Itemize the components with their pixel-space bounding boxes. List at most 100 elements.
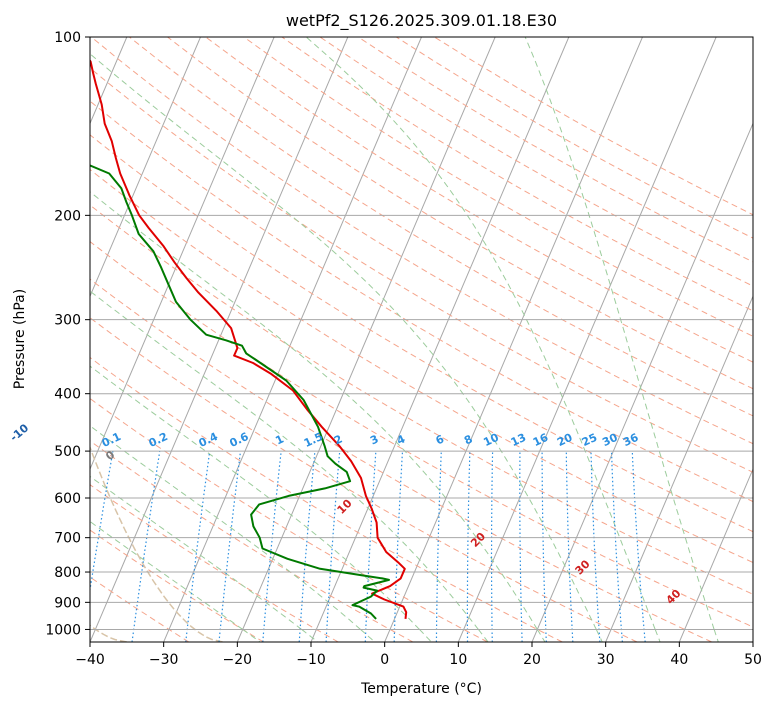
y-axis-label: Pressure (hPa) [12,289,28,389]
y-tick-label: 1000 [45,622,81,638]
moist-adiabat-label: 20 [468,530,488,550]
mixing-ratio-label: 0.1 [100,430,123,450]
y-tick-label: 700 [54,531,81,547]
dry-adiabat-line [90,317,638,642]
mixing-ratio-line [131,451,161,642]
dry-adiabat-line [90,168,753,564]
dry-adiabat-line [357,37,753,263]
y-tick-label: 100 [54,30,81,46]
mixing-ratio-label: 36 [621,431,641,449]
mixing-ratio-label: 2 [332,432,344,447]
mixing-ratio-line [466,451,471,642]
moist-adiabat-line [90,520,243,630]
mixing-ratio-label: 20 [555,431,575,449]
isotherm-line [90,37,349,642]
mixing-ratio-line [565,451,574,642]
dry-adiabat-line [90,529,264,642]
mixing-ratio-line [185,451,211,642]
moist-adiabat-line [478,629,489,642]
dry-adiabat-line [90,100,753,503]
moist-adiabat-line [536,629,546,642]
moist-adiabat-line [360,629,376,642]
dry-adiabat-line [243,37,753,337]
dry-adiabat-line [90,484,339,642]
chart-title: wetPf2_S126.2025.309.01.18.E30 [286,11,557,31]
moist-adiabat-label: 10 [335,497,355,517]
x-tick-label: 40 [670,652,688,668]
x-tick-label: 0 [380,652,389,668]
mixing-ratio-line [298,451,316,642]
isotherm-line [163,37,422,642]
mixing-ratio-line [90,450,114,594]
mixing-ratio-label: 16 [531,431,551,449]
isotherm-line [236,37,496,642]
mixing-ratio-line [490,451,494,642]
mixing-ratio-line [262,451,282,642]
moist-adiabat-line [90,290,479,630]
moist-adiabat-line [305,37,656,630]
mixing-ratio-line [435,451,442,642]
moist-adiabat-line [654,629,661,642]
mixing-ratio-line [590,451,601,642]
dry-adiabat-line [90,37,753,445]
x-tick-label: −20 [223,652,253,668]
isotherm-line [90,37,275,471]
moist-adiabat-line [90,425,361,630]
dry-adiabat-line [90,356,563,642]
x-tick-label: 30 [597,652,615,668]
mixing-ratio-line [519,451,523,642]
dry-adiabat-line [167,37,753,390]
y-tick-label: 600 [54,491,81,507]
y-tick-label: 200 [54,208,81,224]
theta-e-curve [90,445,223,642]
mixing-ratio-label: 1.5 [302,430,325,450]
data-series [90,59,408,620]
dry-adiabat-line [281,37,753,312]
contour-labels: -100-90-80-70-60-50-40-30-20-10010203040… [8,421,684,607]
dry-adiabat-label: 0 [103,448,117,463]
dewpoint-line [90,164,390,620]
dry-adiabat-line [90,204,753,595]
moist-adiabat-line [595,629,603,642]
dry-adiabat-line [90,397,488,642]
x-tick-label: −30 [149,652,179,668]
isotherm-line [752,640,753,642]
x-tick-label: 20 [523,652,541,668]
dry-adiabat-line [90,576,190,642]
y-tick-label: 300 [54,313,81,329]
mixing-ratio-label: 0.6 [227,430,250,450]
isotherm-line [384,37,643,642]
y-tick-label: 400 [54,387,81,403]
axes: −40 −30 −20 −10 0 10 20 30 40 5010020030040050060… [45,30,762,668]
mixing-ratio-line [610,451,623,642]
mixing-ratio-label: 10 [481,431,501,449]
moist-adiabat-label: 30 [573,557,593,577]
mixing-ratio-label: 4 [395,432,408,447]
moist-adiabat-line [90,475,302,630]
x-tick-label: −10 [296,652,326,668]
moist-adiabat-line [419,629,432,642]
temperature-line [90,59,408,620]
mixing-ratio-label: 0.2 [147,430,170,450]
dry-adiabat-line [90,440,414,642]
mixing-ratio-label: 3 [368,432,380,447]
y-tick-label: 800 [54,565,81,581]
plot-frame [89,36,754,643]
moist-adiabat-line [90,53,597,630]
moist-adiabat-line [524,37,715,630]
dry-adiabat-line [90,134,753,533]
moist-adiabat-label: 40 [664,587,684,607]
dry-adiabat-line [90,278,712,642]
mixing-ratio-line [218,451,242,642]
dry-adiabat-line [90,241,753,628]
mixing-ratio-label: 13 [509,431,528,449]
moist-adiabat-line [301,629,319,642]
dry-adiabat-line [434,37,753,216]
moist-adiabat-line [242,628,261,642]
isotherm-line [531,122,753,642]
mixing-ratio-label: 25 [580,431,599,449]
dry-adiabat-label: -10 [8,421,32,444]
x-tick-label: 50 [744,652,762,668]
mixing-ratio-line [631,451,646,642]
